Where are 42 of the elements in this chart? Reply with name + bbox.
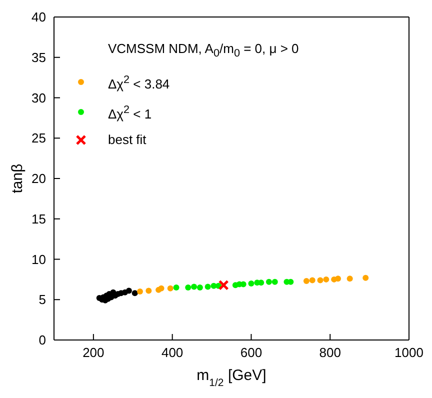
point	[335, 276, 341, 282]
y-tick-label: 10	[32, 252, 46, 267]
point	[362, 274, 369, 281]
legend-label: Δχ$^{2}$ < 3.84	[108, 72, 170, 94]
point	[136, 288, 143, 295]
point	[266, 278, 272, 285]
point	[158, 285, 164, 292]
point	[191, 284, 198, 290]
point	[303, 278, 310, 284]
x-tick-label: 400	[161, 345, 184, 360]
point	[272, 278, 278, 285]
point	[132, 290, 138, 296]
y-tick-label: 35	[32, 50, 46, 65]
x-tick-label: 200	[82, 345, 104, 360]
x-tick-label: 600	[240, 345, 262, 360]
y-tick-label: 30	[32, 90, 46, 106]
y-tick-label: 20	[32, 171, 46, 186]
x-tick-label: 800	[319, 345, 341, 360]
y-tick-label: 40	[32, 10, 46, 25]
point	[346, 276, 353, 282]
point	[167, 285, 174, 292]
x-tick-label: 1000	[394, 345, 424, 360]
legend-title: VCMSSM NDM, A$_{0}$/m$_{0}$ = 0, μ > 0	[107, 40, 299, 62]
point	[248, 280, 254, 286]
point	[204, 284, 211, 290]
x-axis-title: m$_{1/2}$ [GeV]	[196, 367, 266, 389]
y-tick-label: 15	[32, 211, 46, 226]
y-axis-title: tanβ	[9, 163, 26, 194]
point	[126, 288, 132, 294]
legend-label: Δχ$^{2}$ < 1	[108, 102, 152, 124]
point	[317, 277, 324, 284]
point	[309, 277, 316, 284]
point	[173, 284, 180, 291]
point	[185, 284, 192, 291]
y-tick-label: 0	[38, 332, 46, 348]
y-tick-label: 25	[32, 130, 46, 146]
point	[218, 280, 229, 290]
legend-label: best fit	[108, 131, 146, 150]
point	[323, 276, 330, 282]
point	[196, 284, 203, 291]
point	[146, 288, 152, 294]
y-tick-label: 5	[38, 292, 46, 308]
